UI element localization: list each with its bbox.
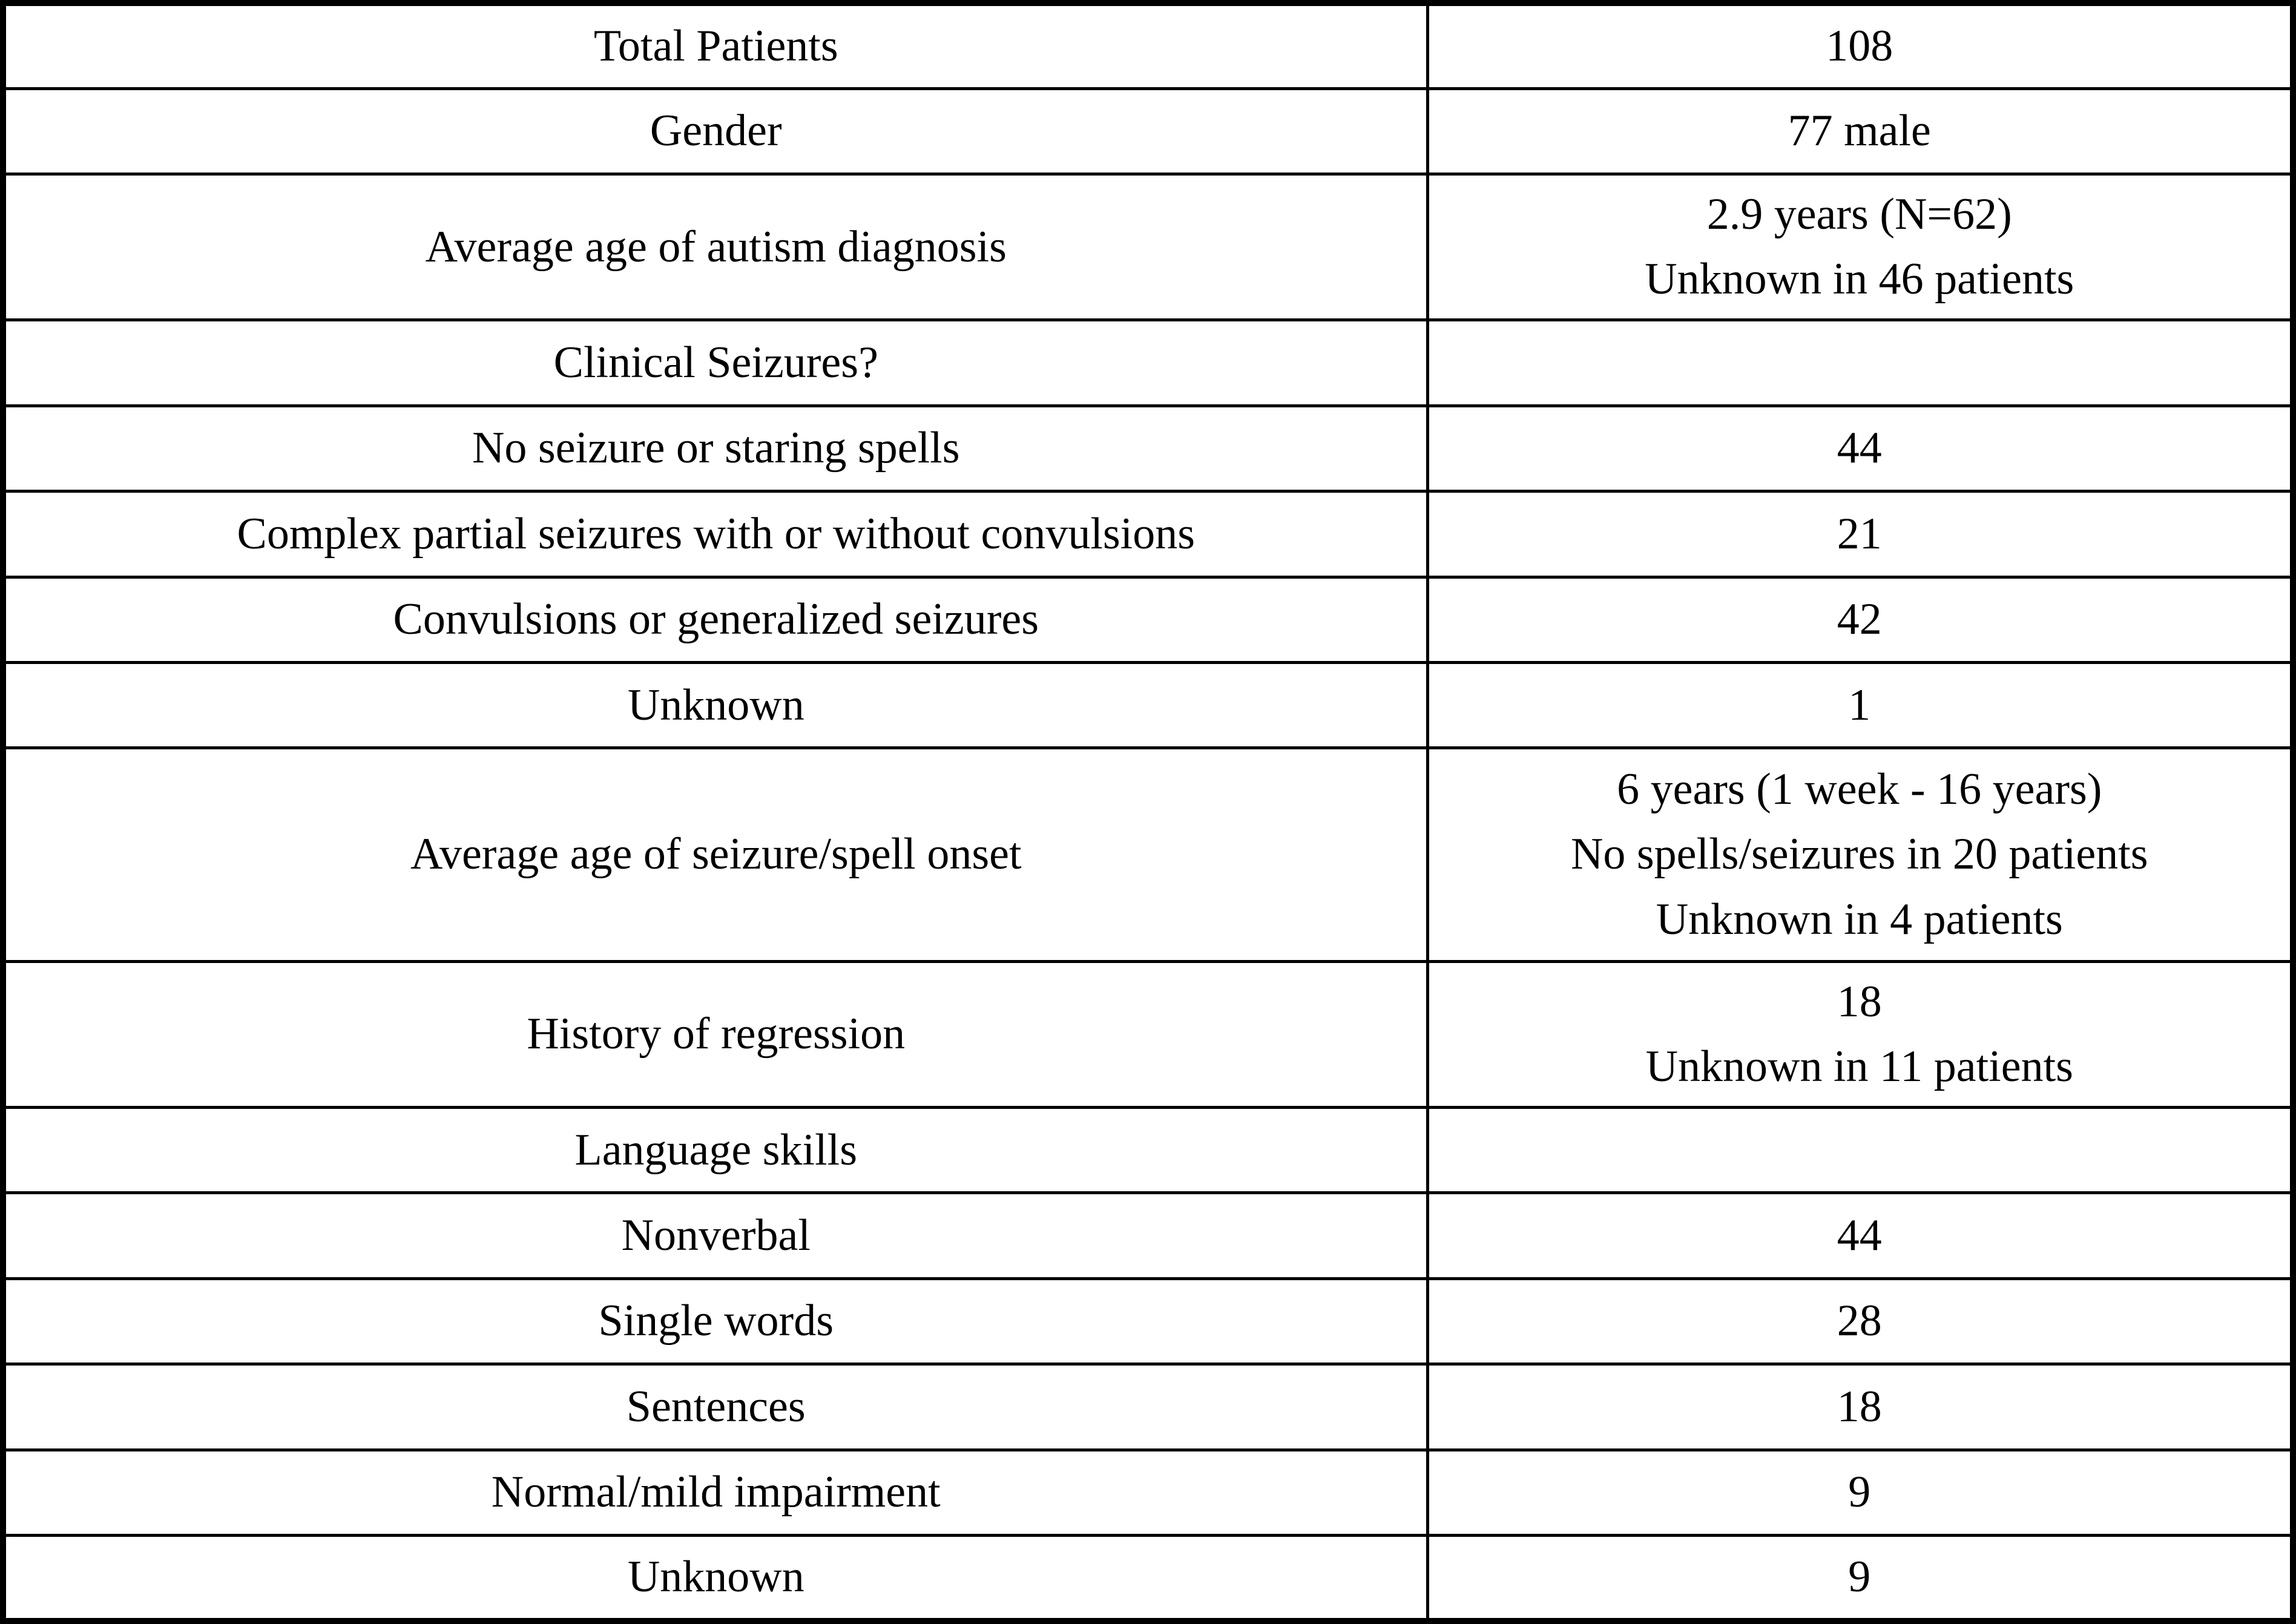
row-label: Average age of seizure/spell onset bbox=[1, 746, 1429, 963]
row-label: Gender bbox=[1, 87, 1429, 176]
table-row: Complex partial seizures with or without… bbox=[1, 490, 2295, 579]
row-value: 1 bbox=[1426, 661, 2295, 750]
row-value: 9 bbox=[1426, 1448, 2295, 1537]
table-row: No seizure or staring spells 44 bbox=[1, 404, 2295, 493]
row-value bbox=[1426, 318, 2295, 407]
table-row: Clinical Seizures? bbox=[1, 318, 2295, 407]
table-row: Unknown 1 bbox=[1, 661, 2295, 750]
row-label: Complex partial seizures with or without… bbox=[1, 490, 1429, 579]
table-row: Sentences 18 bbox=[1, 1363, 2295, 1451]
row-value: 2.9 years (N=62) Unknown in 46 patients bbox=[1426, 173, 2295, 322]
table-row: Total Patients 108 bbox=[1, 1, 2295, 90]
row-label: Unknown bbox=[1, 1533, 1429, 1623]
table-row: Gender 77 male bbox=[1, 87, 2295, 176]
row-label: Sentences bbox=[1, 1363, 1429, 1451]
row-value: 18 Unknown in 11 patients bbox=[1426, 959, 2295, 1109]
row-label: Clinical Seizures? bbox=[1, 318, 1429, 407]
row-value bbox=[1426, 1105, 2295, 1195]
row-value: 42 bbox=[1426, 575, 2295, 665]
table-row: Language skills bbox=[1, 1105, 2295, 1195]
table-row: Unknown 9 bbox=[1, 1533, 2295, 1623]
row-value: 18 bbox=[1426, 1363, 2295, 1451]
row-label: Unknown bbox=[1, 661, 1429, 750]
row-label: Total Patients bbox=[1, 1, 1429, 90]
table-row: Average age of seizure/spell onset 6 yea… bbox=[1, 746, 2295, 963]
row-label: Language skills bbox=[1, 1105, 1429, 1195]
row-value: 28 bbox=[1426, 1277, 2295, 1366]
table-row: Nonverbal 44 bbox=[1, 1191, 2295, 1280]
table-row: Single words 28 bbox=[1, 1277, 2295, 1366]
row-label: Convulsions or generalized seizures bbox=[1, 575, 1429, 665]
row-value: 77 male bbox=[1426, 87, 2295, 176]
row-label: Single words bbox=[1, 1277, 1429, 1366]
row-label: No seizure or staring spells bbox=[1, 404, 1429, 493]
row-label: Normal/mild impairment bbox=[1, 1448, 1429, 1537]
row-value: 44 bbox=[1426, 404, 2295, 493]
row-value: 21 bbox=[1426, 490, 2295, 579]
table-row: Average age of autism diagnosis 2.9 year… bbox=[1, 173, 2295, 322]
table-row: Normal/mild impairment 9 bbox=[1, 1448, 2295, 1537]
row-label: History of regression bbox=[1, 959, 1429, 1109]
table-row: History of regression 18 Unknown in 11 p… bbox=[1, 959, 2295, 1109]
row-value: 9 bbox=[1426, 1533, 2295, 1623]
row-value: 6 years (1 week - 16 years) No spells/se… bbox=[1426, 746, 2295, 963]
row-label: Nonverbal bbox=[1, 1191, 1429, 1280]
row-value: 108 bbox=[1426, 1, 2295, 90]
row-label: Average age of autism diagnosis bbox=[1, 173, 1429, 322]
table-row: Convulsions or generalized seizures 42 bbox=[1, 575, 2295, 665]
row-value: 44 bbox=[1426, 1191, 2295, 1280]
